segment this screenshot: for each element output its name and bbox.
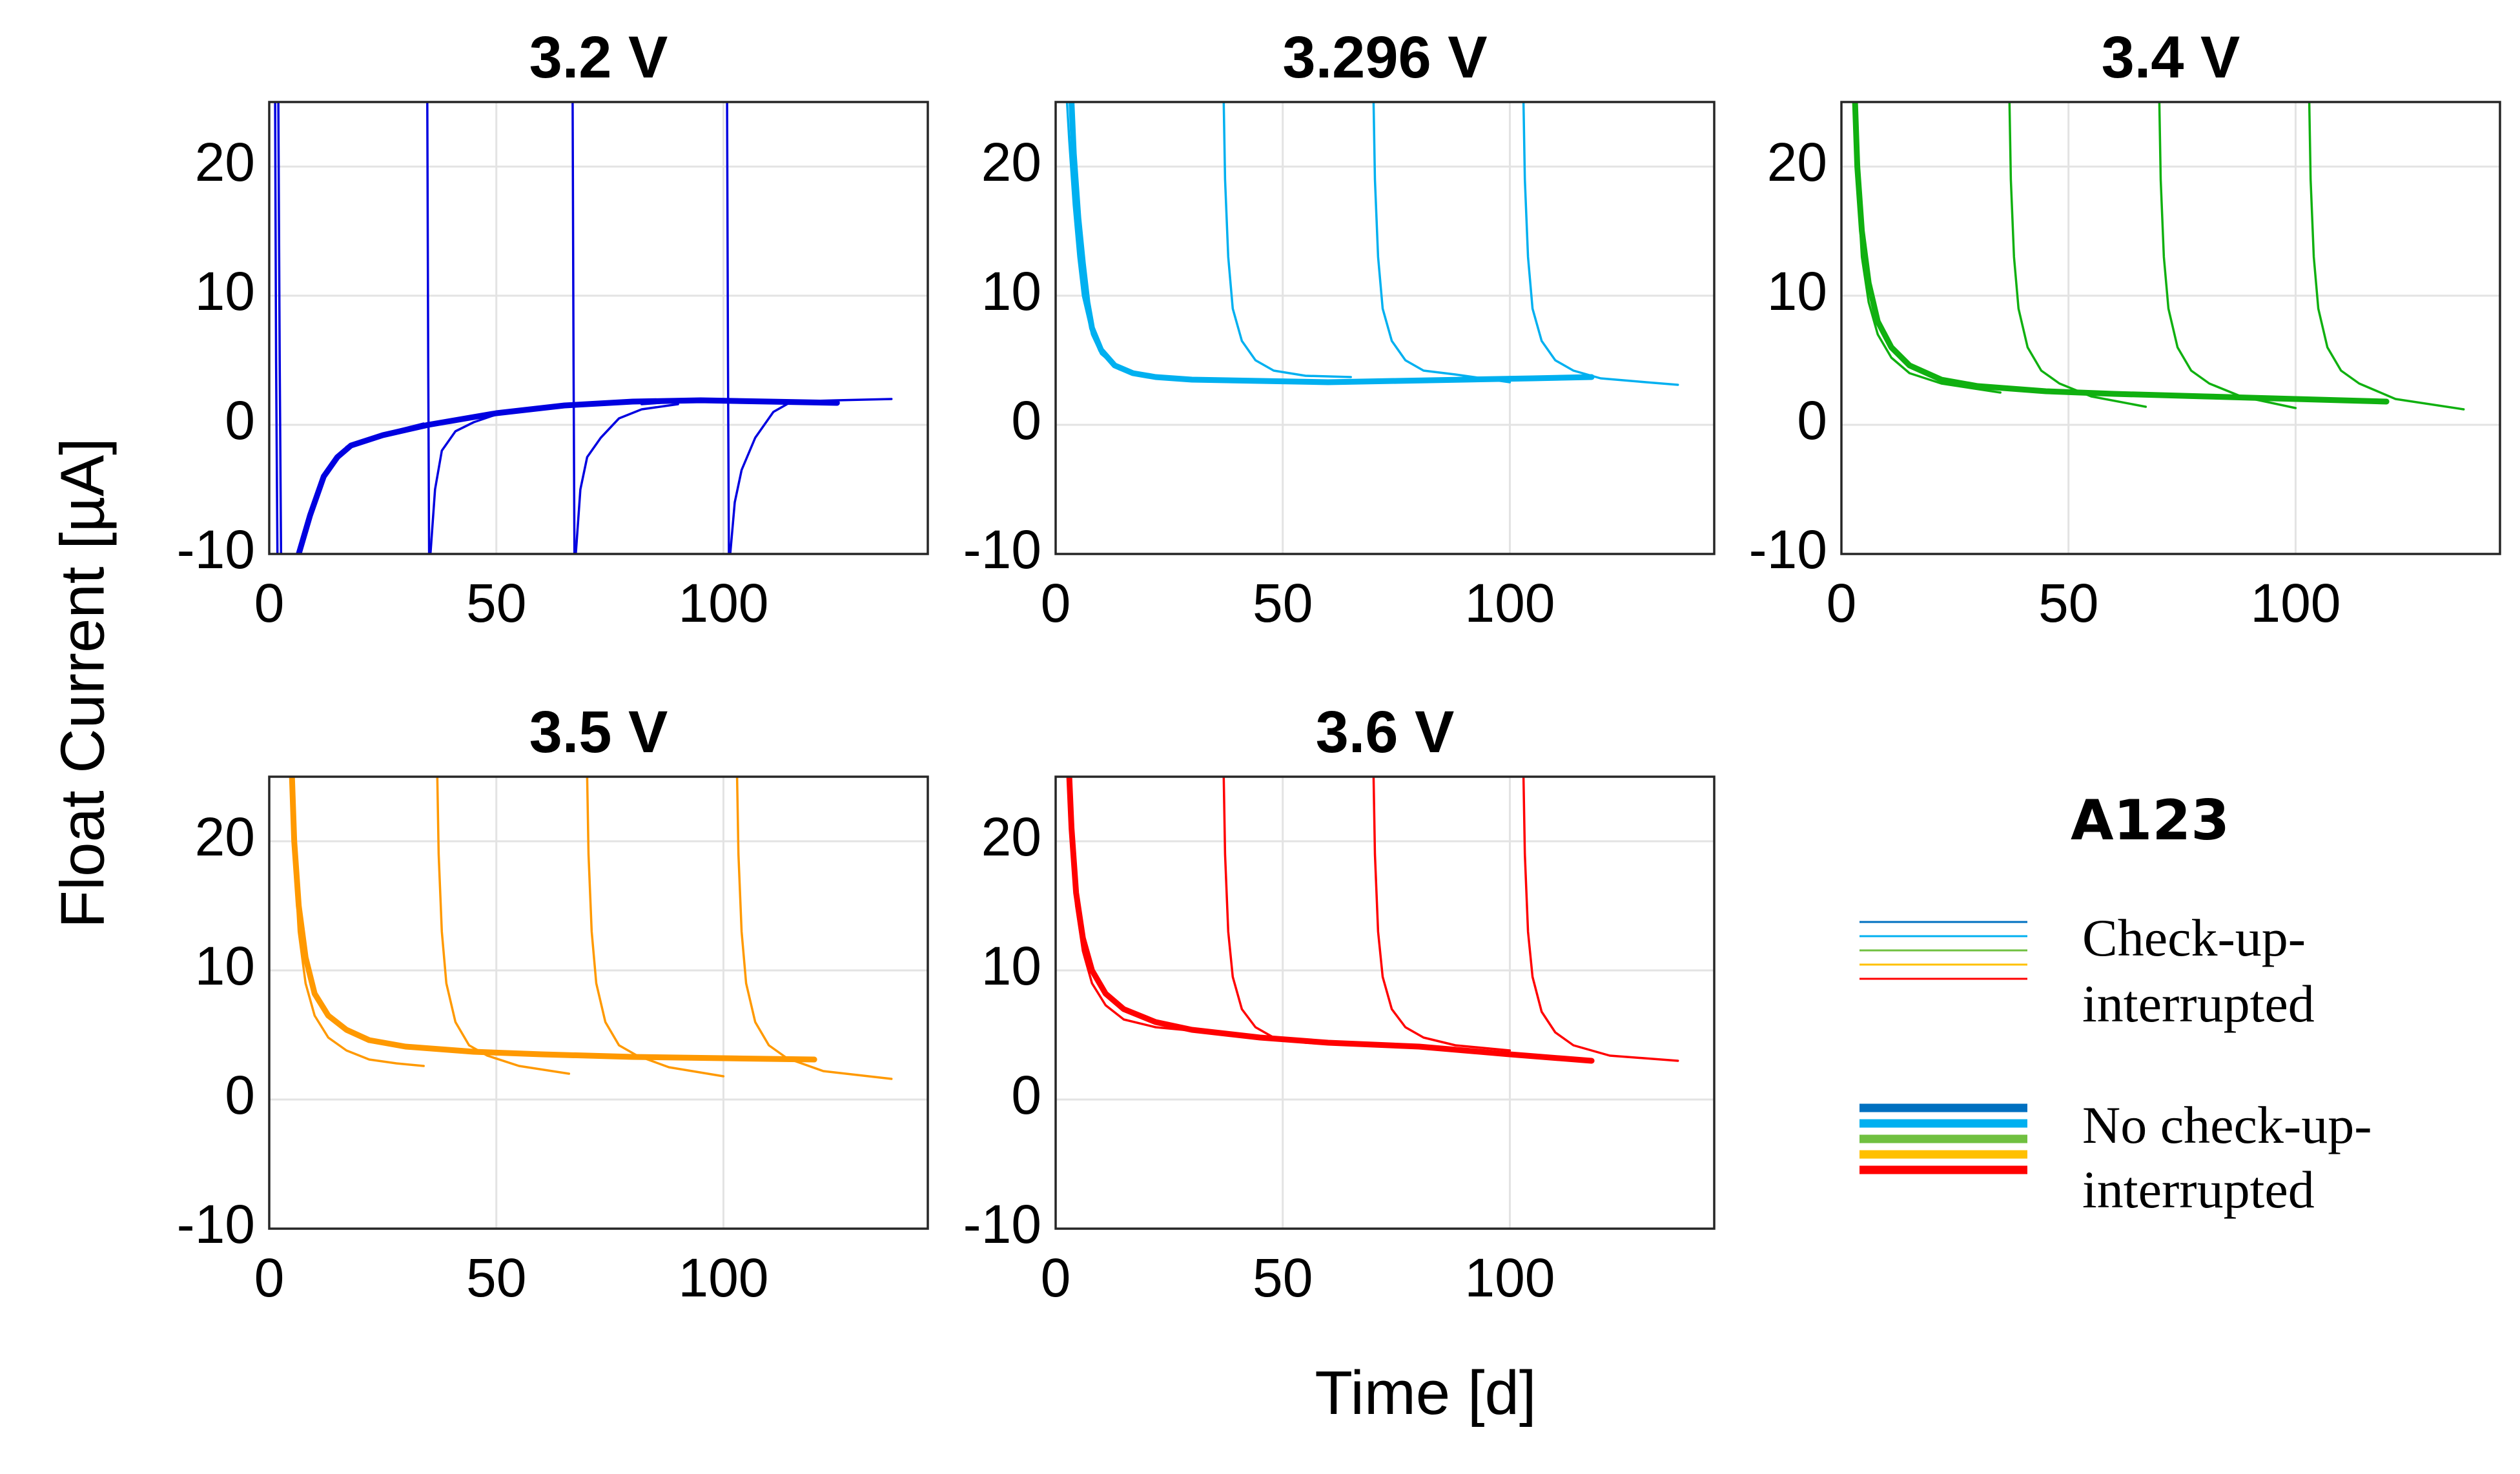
legend-continuous-label-line1: No check-up- xyxy=(2082,1096,2372,1154)
x-tick-label: 0 xyxy=(1041,1247,1071,1308)
series-line-interrupted xyxy=(429,413,498,554)
y-tick-label: 10 xyxy=(195,261,255,322)
legend-interrupted-label-line2: interrupted xyxy=(2082,974,2315,1033)
panel-title: 3.5 V xyxy=(529,699,668,765)
y-tick-label: 10 xyxy=(981,936,1041,996)
x-tick-label: 0 xyxy=(1041,573,1071,633)
legend: A123 Check-up- interrupted No check-up- … xyxy=(1859,788,2372,1219)
y-tick-label: 10 xyxy=(1767,261,1827,322)
series-group xyxy=(1852,102,2465,411)
x-tick-label: 50 xyxy=(1253,1247,1313,1308)
series-line-interrupted xyxy=(729,400,793,554)
series-line-continuous xyxy=(1069,102,1595,385)
series-line-interrupted xyxy=(1372,777,1511,1052)
legend-interrupted-label-line1: Check-up- xyxy=(2082,908,2306,967)
x-tick-label: 50 xyxy=(2038,573,2098,633)
series-line-interrupted xyxy=(1522,102,1679,386)
plot-area xyxy=(269,777,928,1229)
x-tick-label: 100 xyxy=(2250,573,2341,633)
y-tick-label: 20 xyxy=(1767,132,1827,192)
series-line-interrupted xyxy=(2308,102,2465,411)
plot-frame xyxy=(268,775,929,1230)
x-tick-label: 100 xyxy=(678,573,768,633)
y-tick-label: 10 xyxy=(981,261,1041,322)
plot-area xyxy=(1841,102,2500,554)
x-axis-label: Time [d] xyxy=(1315,1358,1536,1428)
series-line-interrupted xyxy=(575,403,679,554)
x-tick-label: 100 xyxy=(1464,1247,1555,1308)
x-tick-label: 0 xyxy=(1827,573,1857,633)
plot-frame xyxy=(1840,101,2501,555)
y-tick-label: 0 xyxy=(1011,1065,1041,1125)
legend-continuous-label-line2: interrupted xyxy=(2082,1160,2315,1219)
y-tick-label: 0 xyxy=(225,390,255,451)
plot-frame xyxy=(1054,101,1716,555)
plot-area xyxy=(269,102,928,554)
y-tick-label: 20 xyxy=(981,806,1041,867)
y-tick-label: 0 xyxy=(225,1065,255,1125)
series-line-interrupted xyxy=(735,777,893,1080)
panel-title: 3.2 V xyxy=(529,25,668,90)
plot-area xyxy=(1056,102,1714,554)
series-line-continuous xyxy=(289,777,817,1063)
x-tick-label: 0 xyxy=(254,573,285,633)
series-line-interrupted xyxy=(1372,102,1511,384)
series-line-continuous xyxy=(1066,777,1595,1064)
y-tick-label: -10 xyxy=(963,1194,1041,1254)
panel-title: 3.296 V xyxy=(1282,25,1487,90)
series-line-interrupted xyxy=(586,777,725,1078)
series-line-interrupted xyxy=(571,102,576,554)
series-line-continuous xyxy=(1852,102,2390,405)
series-line-interrupted xyxy=(277,102,283,554)
y-tick-label: -10 xyxy=(963,519,1041,580)
plot-frame xyxy=(268,101,929,555)
x-tick-label: 100 xyxy=(678,1247,768,1308)
series-line-interrupted xyxy=(726,102,730,554)
series-group xyxy=(289,777,893,1080)
y-tick-label: 0 xyxy=(1011,390,1041,451)
series-group xyxy=(1066,777,1679,1064)
x-tick-label: 100 xyxy=(1464,573,1555,633)
x-tick-label: 0 xyxy=(254,1247,285,1308)
series-group xyxy=(1065,102,1679,386)
series-line-interrupted xyxy=(274,102,279,554)
x-tick-label: 50 xyxy=(466,573,526,633)
y-axis-label: Float Current [µA] xyxy=(48,438,117,928)
plot-frame xyxy=(1054,775,1716,1230)
y-tick-label: -10 xyxy=(177,1194,255,1254)
legend-title: A123 xyxy=(2071,788,2229,853)
legend-thin-swatches xyxy=(1859,921,2027,980)
y-tick-label: 0 xyxy=(1797,390,1827,451)
series-group xyxy=(274,102,893,554)
y-tick-label: 20 xyxy=(195,806,255,867)
x-tick-label: 50 xyxy=(1253,573,1313,633)
series-line-interrupted xyxy=(426,102,431,554)
series-line-interrupted xyxy=(1222,102,1352,378)
y-tick-label: 20 xyxy=(195,132,255,192)
series-line-interrupted xyxy=(2158,102,2297,409)
y-tick-label: -10 xyxy=(177,519,255,580)
panel-title: 3.4 V xyxy=(2102,25,2240,90)
y-tick-label: 10 xyxy=(195,936,255,996)
x-tick-label: 50 xyxy=(466,1247,526,1308)
y-tick-label: -10 xyxy=(1749,519,1827,580)
series-line-interrupted xyxy=(1522,777,1679,1062)
series-line-interrupted xyxy=(436,777,571,1075)
panel-title: 3.6 V xyxy=(1316,699,1455,765)
series-line-continuous xyxy=(296,397,840,554)
legend-thick-swatches xyxy=(1859,1103,2027,1174)
plot-area xyxy=(1056,777,1714,1229)
y-tick-label: 20 xyxy=(981,132,1041,192)
